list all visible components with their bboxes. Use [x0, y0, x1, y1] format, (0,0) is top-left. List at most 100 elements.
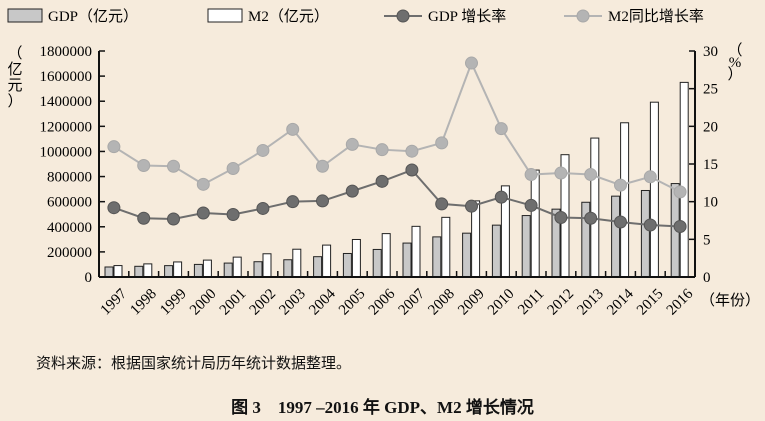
point-m2-growth: [345, 137, 359, 151]
bar-m2: [113, 265, 123, 278]
x-tick-label: 2009: [455, 286, 488, 319]
x-tick-label: 1999: [157, 286, 190, 319]
x-tick-label: 2006: [366, 286, 399, 319]
point-m2-growth: [524, 168, 538, 182]
point-gdp-growth: [643, 218, 657, 232]
point-m2-growth: [137, 159, 151, 173]
bar-m2: [441, 216, 451, 278]
bar-m2: [202, 259, 212, 278]
bar-m2: [351, 238, 361, 278]
point-gdp-growth: [316, 194, 329, 208]
point-gdp-growth: [137, 211, 151, 225]
bar-gdp: [134, 265, 144, 278]
left-tick-label: 0: [85, 270, 93, 286]
point-m2-growth: [554, 166, 568, 180]
legend-label: M2（亿元）: [248, 8, 329, 25]
point-gdp-growth: [167, 212, 180, 226]
bar-gdp: [432, 236, 442, 278]
bar-m2: [649, 101, 659, 278]
point-m2-growth: [107, 140, 121, 154]
x-tick-label: 2005: [336, 286, 369, 319]
figure-caption: 图 3 1997 –2016 年 GDP、M2 增长情况: [231, 398, 534, 417]
bar-gdp: [491, 224, 501, 278]
point-gdp-growth: [524, 198, 538, 212]
left-axis-title: （: [7, 45, 22, 62]
x-tick-label: 1997: [98, 286, 131, 319]
bar-m2: [173, 261, 183, 278]
right-axis-title: ）: [727, 66, 742, 83]
left-tick-label: 400000: [47, 220, 92, 236]
point-m2-growth: [375, 143, 389, 157]
x-tick-label: 2008: [425, 286, 458, 319]
bar-gdp: [223, 262, 233, 278]
x-tick-label: 2000: [187, 286, 220, 319]
point-m2-growth: [643, 170, 657, 184]
bar-gdp: [104, 266, 114, 278]
bar-gdp: [342, 252, 352, 278]
left-axis-title: ）: [7, 93, 22, 110]
bar-m2: [143, 263, 153, 278]
bar-gdp: [253, 261, 263, 278]
point-gdp-growth: [286, 195, 300, 209]
point-m2-growth: [196, 177, 210, 191]
right-tick-label: 15: [703, 157, 718, 173]
legend-swatch: [7, 8, 43, 23]
x-tick-label: 2012: [545, 286, 578, 319]
x-tick-label: 2010: [485, 286, 518, 319]
legend-swatch: [207, 8, 243, 23]
right-tick-label: 10: [703, 195, 718, 211]
point-gdp-growth: [435, 197, 449, 211]
bar-gdp: [193, 263, 203, 278]
point-m2-growth: [465, 56, 478, 70]
point-gdp-growth: [226, 207, 240, 221]
right-tick-label: 5: [703, 232, 711, 248]
bar-gdp: [372, 248, 382, 278]
left-tick-label: 1600000: [40, 69, 93, 85]
point-gdp-growth: [256, 201, 270, 215]
right-tick-label: 20: [703, 119, 718, 135]
bar-m2: [381, 233, 391, 278]
x-tick-label: 2015: [634, 286, 667, 319]
left-tick-label: 800000: [47, 170, 92, 186]
point-m2-growth: [435, 136, 449, 150]
x-tick-label: 2001: [217, 286, 250, 319]
right-axis-title: （: [727, 42, 742, 59]
x-tick-label: 2002: [247, 286, 280, 319]
bar-m2: [590, 137, 600, 278]
point-m2-growth: [226, 162, 240, 176]
right-tick-label: 25: [703, 82, 718, 98]
left-tick-label: 200000: [47, 245, 92, 261]
bar-m2: [620, 122, 630, 278]
x-tick-label: 2007: [396, 286, 429, 319]
left-tick-label: 1200000: [40, 119, 93, 135]
x-tick-label: 2011: [515, 286, 547, 318]
source-note: 资料来源：根据国家统计局历年统计数据整理。: [36, 354, 352, 372]
bar-m2: [262, 253, 272, 278]
point-m2-growth: [286, 122, 300, 136]
bar-m2: [411, 225, 421, 278]
point-m2-growth: [316, 159, 329, 173]
bar-gdp: [164, 265, 174, 278]
point-gdp-growth: [465, 199, 478, 213]
right-tick-label: 0: [703, 270, 711, 286]
left-tick-label: 600000: [47, 195, 92, 211]
point-gdp-growth: [107, 201, 121, 215]
left-tick-label: 1800000: [40, 44, 93, 60]
point-gdp-growth: [196, 206, 210, 220]
left-tick-label: 1400000: [40, 94, 93, 110]
bar-gdp: [313, 256, 323, 278]
bar-m2: [322, 244, 332, 278]
left-axis-title: 元: [7, 78, 22, 94]
x-tick-label: 2003: [276, 286, 309, 319]
x-tick-label: 1998: [127, 286, 160, 319]
point-gdp-growth: [584, 211, 598, 225]
point-m2-growth: [167, 159, 180, 173]
x-tick-label: 2013: [574, 286, 607, 319]
bar-m2: [292, 248, 302, 278]
point-m2-growth: [405, 144, 419, 158]
point-m2-growth: [614, 178, 627, 192]
point-m2-growth: [673, 185, 687, 199]
point-gdp-growth: [345, 184, 359, 198]
legend-label: M2同比增长率: [608, 8, 704, 25]
